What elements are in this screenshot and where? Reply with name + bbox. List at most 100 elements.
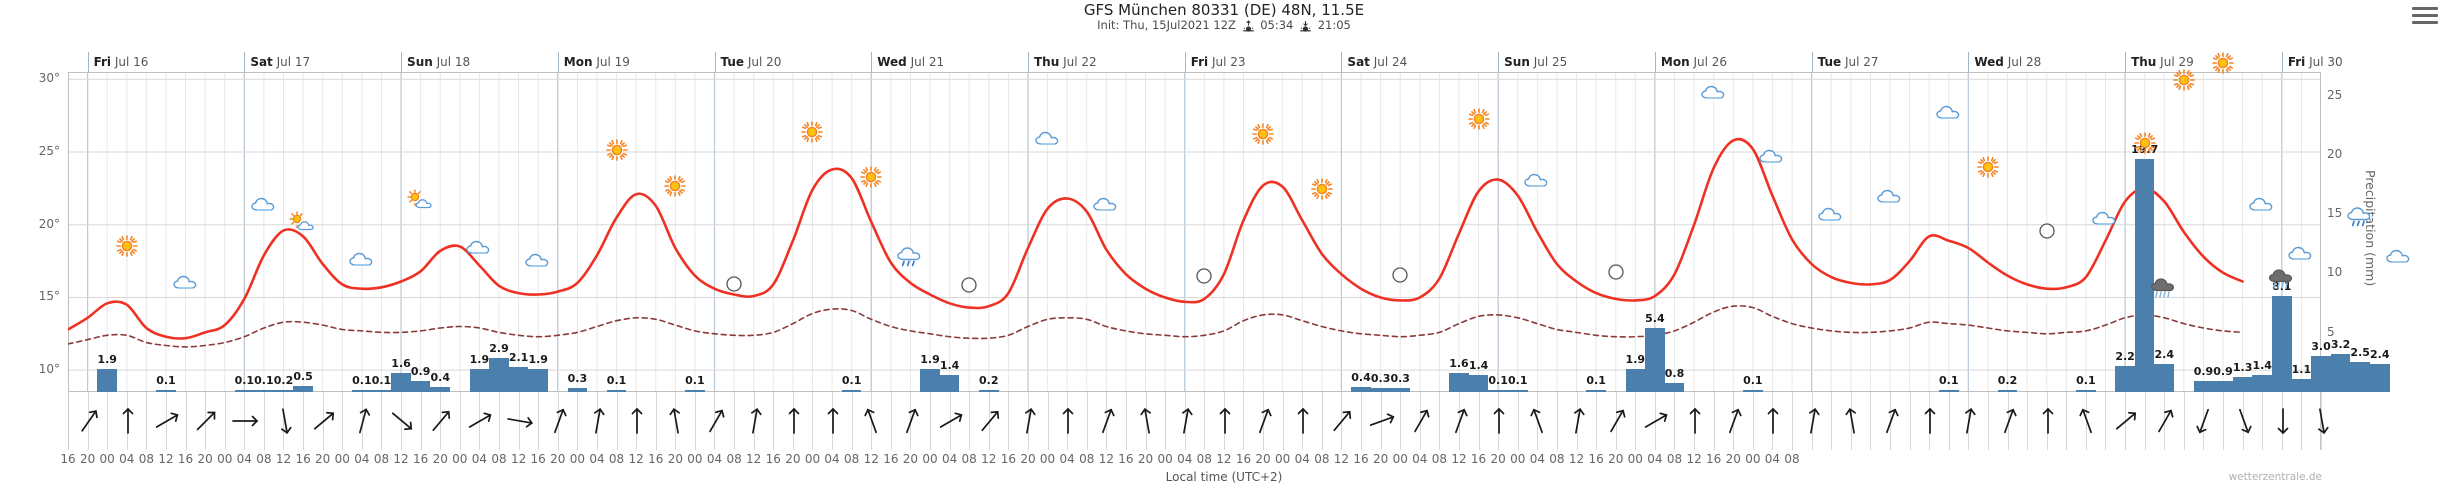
hour-tick: 00 [1275, 452, 1291, 466]
wind-cell [2283, 392, 2303, 450]
precip-value-label: 1.9 [97, 353, 117, 367]
hour-tick: 00 [922, 452, 938, 466]
wind-cell [1186, 392, 1206, 450]
hour-tick: 00 [804, 452, 821, 466]
wind-arrow [1208, 402, 1242, 444]
day-separator [1027, 52, 1029, 72]
wind-arrow [1600, 402, 1634, 444]
precipitation-tick: 15 [2327, 206, 2343, 221]
precip-value-label: 1.9 [528, 353, 548, 367]
hour-tick: 04 [1529, 452, 1545, 466]
wind-cell [1969, 392, 1989, 450]
wind-arrow [1756, 402, 1790, 444]
day-label: Fri Jul 30 [2287, 55, 2343, 69]
precip-value-label: 0.1 [1586, 374, 1606, 387]
precip-value-label: 0.1 [352, 374, 372, 387]
precip-bar [1625, 369, 1646, 392]
wind-cell [1499, 392, 1519, 450]
wind-arrow [1090, 402, 1124, 444]
precip-bar [2369, 363, 2390, 392]
day-separator [87, 52, 89, 72]
cloud-icon [1093, 196, 1119, 215]
wind-arrow [1012, 402, 1046, 444]
wind-cell [1460, 392, 1480, 450]
precip-bar [2076, 390, 2096, 392]
wind-cell [285, 392, 305, 450]
cloud-icon [2249, 196, 2275, 215]
precip-bar [1390, 388, 1410, 392]
precip-value-label: 0.1 [1743, 374, 1763, 387]
hour-tick: 04 [119, 452, 135, 466]
precip-value-label: 0.1 [841, 374, 862, 387]
menu-bar [2412, 7, 2438, 10]
wind-arrow [1717, 402, 1751, 444]
hour-tick: 04 [1647, 452, 1663, 466]
chart-header: GFS München 80331 (DE) 48N, 11.5E Init: … [0, 0, 2448, 36]
hour-tick: 08 [1431, 452, 1448, 466]
precip-bar [920, 369, 940, 392]
hour-tick: 12 [275, 452, 292, 466]
wind-cell [1342, 392, 1362, 450]
precip-value-label: 0.1 [606, 374, 627, 387]
day-separator [1341, 52, 1343, 72]
wind-cell [1538, 392, 1558, 450]
hour-tick: 20 [432, 452, 448, 466]
wind-arrow [2227, 402, 2261, 444]
sun-icon [801, 121, 824, 147]
day-label: Mon Jul 26 [1660, 55, 1728, 69]
day-label: Wed Jul 28 [1974, 55, 2042, 69]
cloud-icon [1759, 148, 1785, 167]
wind-cell [1891, 392, 1911, 450]
hour-tick: 08 [1784, 452, 1800, 466]
hour-tick: 00 [217, 452, 233, 466]
sun-icon [2173, 69, 2195, 95]
precip-value-label: 2.5 [2350, 346, 2370, 360]
precip-bar [1351, 387, 1371, 392]
precip-bar [1586, 390, 1606, 392]
precip-value-label: 0.9 [2193, 365, 2214, 379]
wind-cell [990, 392, 1010, 450]
wind-arrow [620, 402, 654, 444]
hour-tick: 00 [334, 452, 350, 466]
hour-tick: 20 [79, 452, 96, 466]
precip-value-label: 0.1 [685, 374, 705, 387]
day-separator [401, 52, 403, 72]
wind-arrow [2187, 402, 2221, 444]
wind-cell [441, 392, 461, 450]
hour-tick: 20 [1608, 452, 1624, 466]
precip-value-label: 1.6 [1449, 357, 1469, 371]
hour-tick: 16 [648, 452, 664, 466]
cloud-icon [1936, 105, 1962, 124]
hour-tick: 04 [1059, 452, 1075, 466]
precip-bar [97, 369, 117, 392]
precip-bar [528, 369, 548, 392]
day-label: Sun Jul 25 [1504, 55, 1568, 69]
precip-value-label: 0.8 [1664, 366, 1685, 380]
wind-cell [637, 392, 657, 450]
watermark: wetterzentrale.de [2228, 471, 2322, 483]
wind-arrow [894, 402, 928, 444]
hour-tick: 08 [1549, 452, 1565, 466]
precip-value-label: 1.6 [391, 357, 411, 371]
hamburger-menu-icon[interactable] [2412, 7, 2438, 27]
wind-arrow [228, 402, 262, 444]
wind-arrow [1169, 402, 1203, 444]
plot-area: 1.9 0.1 0.1 0.1 0.2 0.5 0.1 0.1 1.6 0.9 0.4 1.9 2.9 2… [68, 51, 2410, 392]
sun-icon [2133, 131, 2156, 158]
precip-bar [2213, 381, 2233, 392]
cloud-icon [1700, 84, 1727, 103]
hour-tick: 04 [1412, 452, 1428, 466]
precipitation-bars [68, 72, 2390, 392]
precip-bar [273, 389, 294, 392]
moon-icon [725, 275, 743, 297]
precip-bar [2330, 354, 2351, 392]
precip-value-label: 3.2 [2330, 338, 2351, 352]
wind-arrow [72, 402, 106, 444]
hour-tick: 16 [765, 452, 781, 466]
wind-arrow [424, 402, 458, 444]
precip-bar [2311, 356, 2331, 392]
hour-tick: 20 [1137, 452, 1154, 466]
rain-icon [897, 246, 923, 272]
hour-tick: 00 [1392, 452, 1408, 466]
